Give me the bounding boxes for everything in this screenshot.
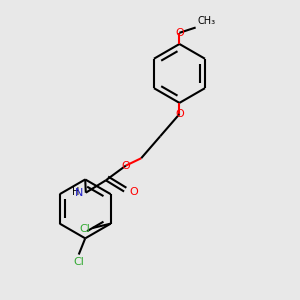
Text: Cl: Cl (79, 224, 90, 234)
Text: O: O (175, 28, 184, 38)
Text: N: N (75, 188, 83, 198)
Text: O: O (175, 109, 184, 119)
Text: CH₃: CH₃ (197, 16, 215, 26)
Text: O: O (122, 160, 130, 171)
Text: O: O (129, 187, 138, 196)
Text: Cl: Cl (73, 257, 84, 268)
Text: H: H (72, 187, 79, 196)
